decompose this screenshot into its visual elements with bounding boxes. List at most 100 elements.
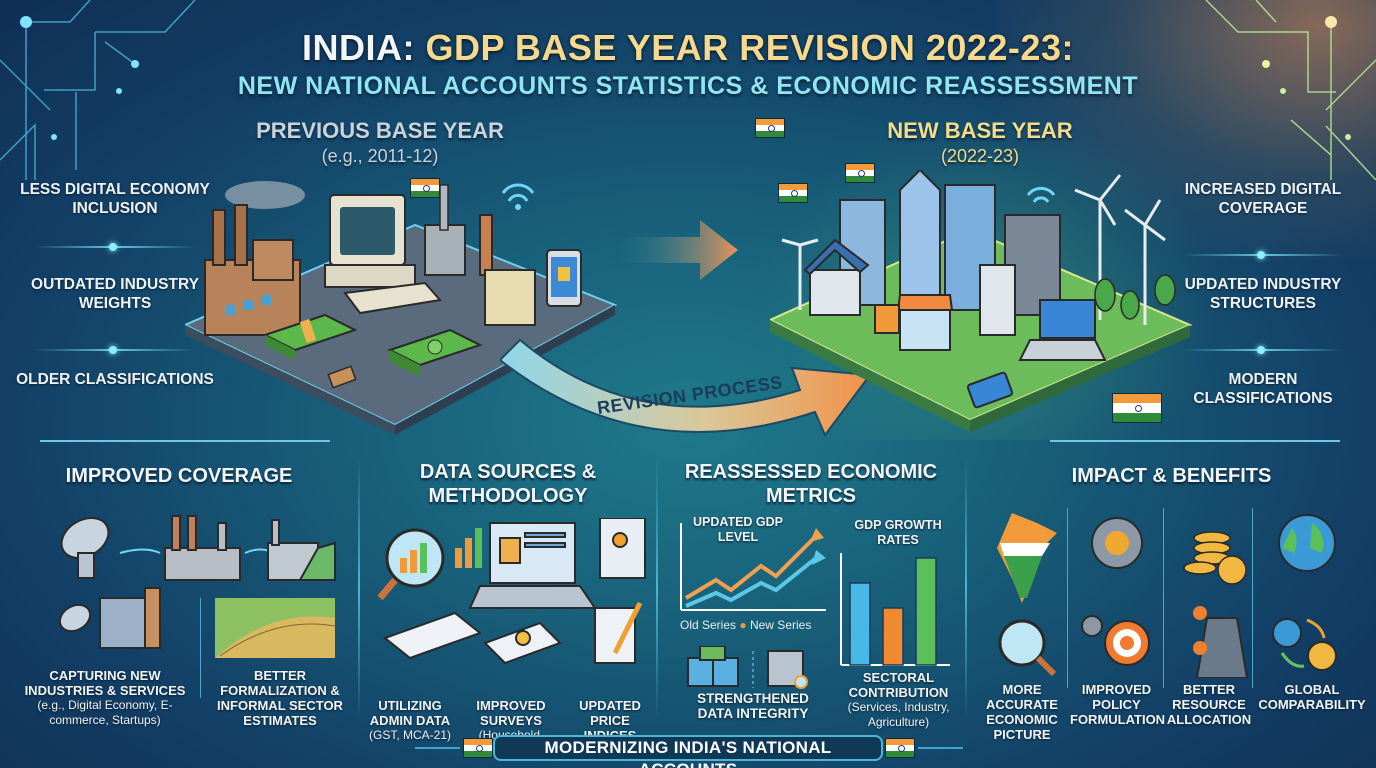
gdp-level-label: UPDATED GDP LEVEL [692,515,784,544]
item-detail: (Services, Industry, Agriculture) [847,700,950,729]
impact-illustration [997,513,1337,678]
item-detail: (e.g., Digital Economy, E-commerce, Star… [37,698,173,727]
section-divider-line [1050,440,1340,442]
india-map-icon [997,513,1057,603]
transition-arrow [620,220,738,280]
impact-item-2: IMPROVED POLICY FORMULATION [1070,682,1166,727]
footer-line [415,747,460,749]
cash-stack-icon [262,313,483,377]
chart-legend: Old Series ● New Series [680,618,812,632]
growth-rates-label: GDP GROWTH RATES [854,518,942,547]
previous-point-2: OUTDATED INDUSTRY WEIGHTS [31,276,199,312]
previous-point-1: LESS DIGITAL ECONOMY INCLUSION [20,181,210,217]
document-pencil-icon [594,601,643,664]
previous-point-3: OLDER CLASSIFICATIONS [16,371,214,388]
bar-chart-icon [455,528,482,568]
new-point-2: UPDATED INDUSTRY STRUCTURES [1184,276,1342,312]
revision-process-arrow [500,338,872,437]
satellite-dish-icon [60,517,110,579]
india-flag-icon [410,178,440,198]
inner-separator [1163,508,1164,688]
inner-separator [1067,508,1068,688]
section-impact-benefits: IMPACT & BENEFITS MORE ACCURATE ECONOMIC… [967,448,1376,742]
old-computer-icon [324,194,442,315]
solar-house-icon [803,238,870,316]
divider-dot [35,346,195,354]
page-subtitle: NEW NATIONAL ACCOUNTS STATISTICS & ECONO… [237,72,1139,100]
old-series-line [684,534,818,600]
legend-new: New Series [749,618,812,632]
industrial-plant-icon [424,184,536,326]
tree-icon [1094,274,1176,320]
section-divider-line [40,440,330,442]
database-illustration [687,646,808,689]
skyscraper-icon [839,170,1061,336]
gdp-level-line-chart [680,523,826,611]
section-reassessed-metrics: REASSESSED ECONOMIC METRICS UPDATED GDP … [658,448,965,729]
farmland-icon [215,598,336,658]
section-title: REASSESSED ECONOMIC METRICS [684,461,938,507]
growth-bar-chart [840,553,950,666]
footer-banner: MODERNIZING INDIA'S NATIONAL ACCOUNTS [0,735,1376,768]
item-label: IMPROVED SURVEYS [476,698,546,728]
methodology-illustration [377,518,646,665]
magnifier-map-icon [998,619,1057,677]
india-flag-icon [845,163,875,183]
sectoral-contribution: SECTORAL CONTRIBUTION (Services, Industr… [836,670,961,730]
factory-icon [204,204,301,336]
impact-item-3: BETTER RESOURCE ALLOCATION [1166,682,1252,727]
footer-line [918,747,963,749]
previous-subheading: (e.g., 2011-12) [321,146,439,166]
bar-services [849,582,871,666]
target-icon [1081,615,1150,666]
new-series-line [685,556,818,608]
wifi-icon [501,183,535,202]
methodology-item-1: UTILIZING ADMIN DATA (GST, MCA-21) [360,698,460,743]
clipboard-icon [382,611,483,660]
item-detail: (GST, MCA-21) [368,728,451,742]
globe-icon [1278,514,1336,572]
india-flag-icon [1112,393,1162,423]
coverage-illustration [58,515,336,658]
new-subheading: (2022-23) [940,146,1020,166]
new-heading-text: NEW BASE YEAR [887,118,1073,143]
new-point-3: MODERN CLASSIFICATIONS [1193,371,1333,407]
inner-separator [1252,508,1253,688]
coverage-item-1: CAPTURING NEW INDUSTRIES & SERVICES (e.g… [10,668,200,728]
coins-icon [1183,531,1247,585]
smartphone-icon [546,249,582,307]
data-integrity-label: STRENGTHENED DATA INTEGRITY [697,691,809,721]
factory-icon [164,515,241,581]
india-flag-icon [463,738,493,758]
section-improved-coverage: IMPROVED COVERAGE CAPTURING NEW INDUSTRI… [0,448,358,728]
wifi-icon [1026,186,1056,203]
new-economy-illustration [770,170,1193,432]
impact-item-1: MORE ACCURATE ECONOMIC PICTURE [986,682,1058,742]
item-label: SECTORAL CONTRIBUTION [848,670,949,700]
india-flag-icon [885,738,915,758]
previous-heading-text: PREVIOUS BASE YEAR [256,118,504,143]
old-economy-illustration [185,181,618,435]
impact-item-4: GLOBAL COMPARABILITY [1258,682,1366,712]
tablet-icon [966,371,1014,409]
bar-agriculture [915,557,937,666]
gear-icon [1091,517,1143,569]
divider-dot [35,243,195,251]
new-point-1: INCREASED DIGITAL COVERAGE [1184,181,1342,217]
magnifier-chart-icon [377,528,445,601]
new-base-year-heading: NEW BASE YEAR (2022-23) [840,118,1120,167]
laptop-icon [1018,299,1107,361]
exchange-icon [1272,618,1337,671]
page-title: INDIA: GDP BASE YEAR REVISION 2022-23: N… [0,28,1376,102]
section-title: IMPACT & BENEFITS [1071,465,1272,487]
bar-industry [882,607,904,666]
divider-dot [1183,251,1343,259]
section-title: DATA SOURCES & METHODOLOGY [419,461,597,507]
vertical-separator [358,455,360,720]
previous-base-year-heading: PREVIOUS BASE YEAR (e.g., 2011-12) [215,118,545,167]
item-label: CAPTURING NEW INDUSTRIES & SERVICES [24,668,186,698]
shopping-bag-icon [874,304,900,334]
green-factory-icon [267,519,336,581]
coverage-item-2: BETTER FORMALIZATION & INFORMAL SECTOR E… [217,668,343,728]
india-flag-icon [755,118,785,138]
